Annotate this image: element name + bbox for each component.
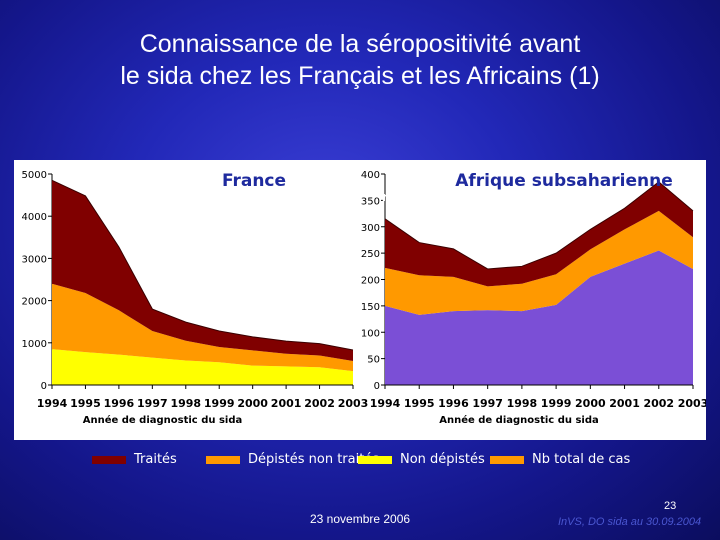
legend-item-depistes-non-traites: Dépistés non traités (206, 452, 379, 467)
panel-afrique-subsaharienne-x-tick-label: 1996 (438, 397, 469, 410)
title-line-1: Connaissance de la séropositivité avant (139, 30, 581, 58)
legend: Traités Dépistés non traités Non dépisté… (0, 452, 720, 476)
panel-afrique-subsaharienne-x-tick-label: 1995 (404, 397, 435, 410)
legend-label-traites: Traités (134, 452, 177, 467)
panel-afrique-subsaharienne-x-tick-label: 1998 (507, 397, 538, 410)
legend-item-non-depistes: Non dépistés (358, 452, 485, 467)
panel-france-title: France (222, 171, 286, 191)
panel-afrique-subsaharienne-y-tick-label: 250 (361, 249, 380, 260)
panel-afrique-subsaharienne-y-tick-label: 100 (361, 328, 380, 339)
chart-panel: 0 1000 2000 3000 4000 5000 1994 1995 1996 1997 199… (14, 160, 709, 440)
panel-afrique-subsaharienne-x-tick-label: 1994 (370, 397, 401, 410)
panel-france-area-depistes-non-traites (52, 283, 353, 372)
panel-afrique-subsaharienne-y-axis-label: nouveaux cas (382, 190, 474, 204)
legend-item-total: Nb total de cas (490, 452, 630, 467)
panel-afrique-subsaharienne-y-tick-label: 50 (367, 355, 380, 366)
footer-date: 23 novembre 2006 (310, 512, 411, 526)
legend-swatch-total (490, 455, 524, 464)
title-line-2: le sida chez les Français et les Africai… (120, 62, 600, 90)
panel-afrique-subsaharienne-x-tick-label: 1997 (472, 397, 503, 410)
panel-france-x-tick-label: 1999 (204, 397, 235, 410)
source-note: InVS, DO sida au 30.09.2004 (558, 516, 702, 528)
page-number: 23 (664, 500, 677, 512)
legend-swatch-depistes-non-traites (206, 455, 240, 464)
legend-swatch-traites (92, 455, 126, 464)
panel-afrique-subsaharienne-x-tick-label: 2001 (609, 397, 640, 410)
panel-afrique-subsaharienne-y-tick-label: 300 (361, 223, 380, 234)
panel-afrique-subsaharienne-area-non-depistes (385, 250, 693, 385)
panel-france-total-line (51, 179, 354, 351)
panel-afrique-subsaharienne-y-tick-label: 350 (361, 196, 380, 207)
panel-france-y-tick-label: 2000 (22, 297, 47, 308)
legend-label-depistes-non-traites: Dépistés non traités (248, 452, 380, 467)
panel-afrique-subsaharienne-y-axis-label: Nb de (408, 171, 448, 185)
panel-afrique-subsaharienne-x-axis-label: Année de diagnostic du sida (439, 414, 599, 426)
panel-france-x-tick-label: 1994 (37, 397, 68, 410)
panel-afrique-subsaharienne-x-tick-label: 1999 (541, 397, 572, 410)
panel-france-y-tick-label: 0 (41, 381, 47, 392)
legend-item-traites: Traités (92, 452, 177, 467)
panel-france-x-tick-label: 2001 (271, 397, 302, 410)
panel-afrique-subsaharienne-area-traites (385, 181, 693, 287)
panel-france-y-tick-label: 4000 (22, 212, 47, 223)
panel-france-x-tick-label: 2002 (304, 397, 335, 410)
legend-label-non-depistes: Non dépistés (400, 452, 485, 467)
panel-afrique-subsaharienne-title: Afrique subsaharienne (455, 171, 673, 191)
legend-swatch-non-depistes (358, 455, 392, 464)
panel-france-area-traites (52, 180, 353, 361)
panel-france-y-tick-label: 1000 (22, 339, 47, 350)
panel-france-x-tick-label: 1997 (137, 397, 168, 410)
panel-afrique-subsaharienne-y-tick-label: 0 (374, 381, 380, 392)
panel-france-x-tick-label: 1998 (170, 397, 201, 410)
panel-afrique-subsaharienne-area-depistes-non-traites (385, 210, 693, 315)
panel-france-y-tick-label: 3000 (22, 254, 47, 265)
panel-france-y-tick-label: 5000 (22, 170, 47, 181)
panel-afrique-subsaharienne-x-tick-label: 2003 (678, 397, 706, 410)
panel-afrique-subsaharienne-y-tick-label: 200 (361, 276, 380, 287)
panel-afrique-subsaharienne-total-line (384, 181, 694, 270)
panel-afrique-subsaharienne-x-tick-label: 2000 (575, 397, 606, 410)
panel-france-x-tick-label: 1995 (70, 397, 101, 410)
panel-france-x-tick-label: 2000 (237, 397, 268, 410)
panel-france-y-axis-label: nouveaux cas (91, 190, 183, 204)
slide-title: Connaissance de la séropositivité avant … (0, 28, 720, 92)
panel-afrique-subsaharienne-x-tick-label: 2002 (643, 397, 674, 410)
panel-france-x-tick-label: 2003 (338, 397, 369, 410)
panel-france-y-axis-label: Nb de (117, 171, 157, 185)
panel-france-area-non-depistes (52, 349, 353, 385)
panel-afrique-subsaharienne-y-tick-label: 400 (361, 170, 380, 181)
panel-france-x-axis-label: Année de diagnostic du sida (83, 414, 243, 426)
panel-france-x-tick-label: 1996 (104, 397, 135, 410)
panel-afrique-subsaharienne-y-tick-label: 150 (361, 302, 380, 313)
legend-label-total: Nb total de cas (532, 452, 631, 467)
